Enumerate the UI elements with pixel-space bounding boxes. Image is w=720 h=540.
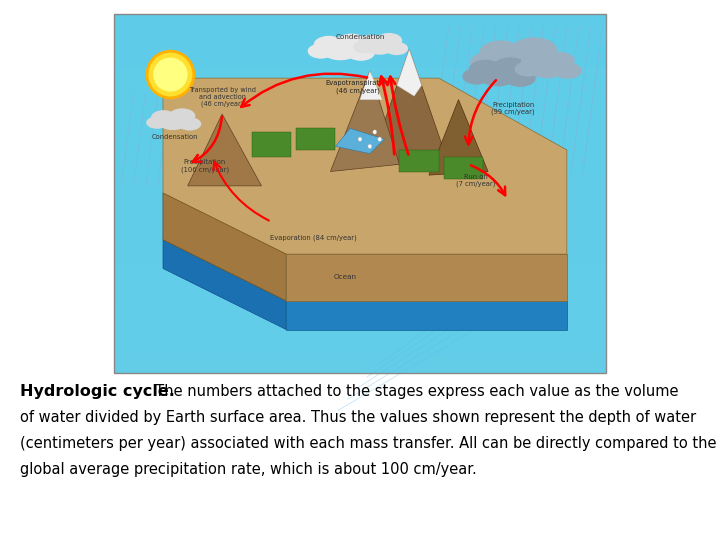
Ellipse shape [505,69,536,87]
Text: (centimeters per year) associated with each mass transfer. All can be directly c: (centimeters per year) associated with e… [20,436,716,451]
Polygon shape [397,49,422,96]
Polygon shape [370,49,449,164]
Polygon shape [286,254,567,301]
Text: Transported by wind
and advection
(46 cm/year): Transported by wind and advection (46 cm… [189,86,256,107]
Ellipse shape [178,117,202,131]
Ellipse shape [146,116,168,129]
Polygon shape [163,240,286,329]
Ellipse shape [368,144,372,148]
Polygon shape [163,78,567,254]
Polygon shape [252,132,291,157]
Ellipse shape [462,68,491,85]
Text: Evaporation (84 cm/year): Evaporation (84 cm/year) [270,235,356,241]
Ellipse shape [307,43,334,59]
Ellipse shape [542,52,575,70]
Ellipse shape [384,42,408,55]
Text: Condensation: Condensation [152,134,199,140]
Ellipse shape [314,36,344,53]
Ellipse shape [353,41,374,53]
Polygon shape [188,114,261,186]
Ellipse shape [477,63,518,86]
Ellipse shape [490,44,545,76]
Text: of water divided by Earth surface area. Thus the values shown represent the dept: of water divided by Earth surface area. … [20,410,696,426]
Ellipse shape [358,137,362,141]
Polygon shape [296,129,336,150]
Text: Condensation: Condensation [336,34,384,40]
Ellipse shape [378,137,382,141]
Polygon shape [163,193,567,301]
Ellipse shape [358,35,383,49]
Ellipse shape [364,37,395,55]
Polygon shape [360,71,382,100]
Ellipse shape [321,38,359,60]
Ellipse shape [153,57,188,92]
Polygon shape [286,301,567,329]
Polygon shape [429,100,488,175]
Text: Run off
(7 cm/year): Run off (7 cm/year) [456,174,495,187]
Polygon shape [330,71,400,172]
Ellipse shape [554,63,582,79]
Ellipse shape [521,54,551,71]
Text: global average precipitation rate, which is about 100 cm/year.: global average precipitation rate, which… [20,462,477,477]
Ellipse shape [527,53,568,77]
Ellipse shape [158,112,189,130]
Text: Ocean: Ocean [334,274,356,280]
Ellipse shape [373,130,377,134]
Ellipse shape [515,62,541,77]
Polygon shape [163,193,286,301]
Polygon shape [336,129,384,153]
Ellipse shape [479,40,523,66]
Ellipse shape [469,60,502,79]
Ellipse shape [492,57,528,78]
Text: Hydrologic cycle.: Hydrologic cycle. [20,384,175,400]
Text: Evapotranspiration
(46 cm/year): Evapotranspiration (46 cm/year) [325,80,390,94]
Ellipse shape [510,37,557,64]
Ellipse shape [336,33,368,52]
Text: The numbers attached to the stages express each value as the volume: The numbers attached to the stages expre… [146,384,679,400]
Ellipse shape [346,44,375,61]
Text: Precipitation
(99 cm/year): Precipitation (99 cm/year) [491,102,535,116]
Bar [114,14,606,373]
Ellipse shape [528,57,566,78]
Ellipse shape [169,109,195,124]
Polygon shape [400,150,438,172]
Ellipse shape [147,51,194,98]
Ellipse shape [470,51,509,73]
Ellipse shape [151,110,176,124]
Polygon shape [114,14,606,373]
Ellipse shape [376,33,402,48]
Polygon shape [444,157,483,179]
Text: Precipitation
(106 cm/year): Precipitation (106 cm/year) [181,159,229,173]
